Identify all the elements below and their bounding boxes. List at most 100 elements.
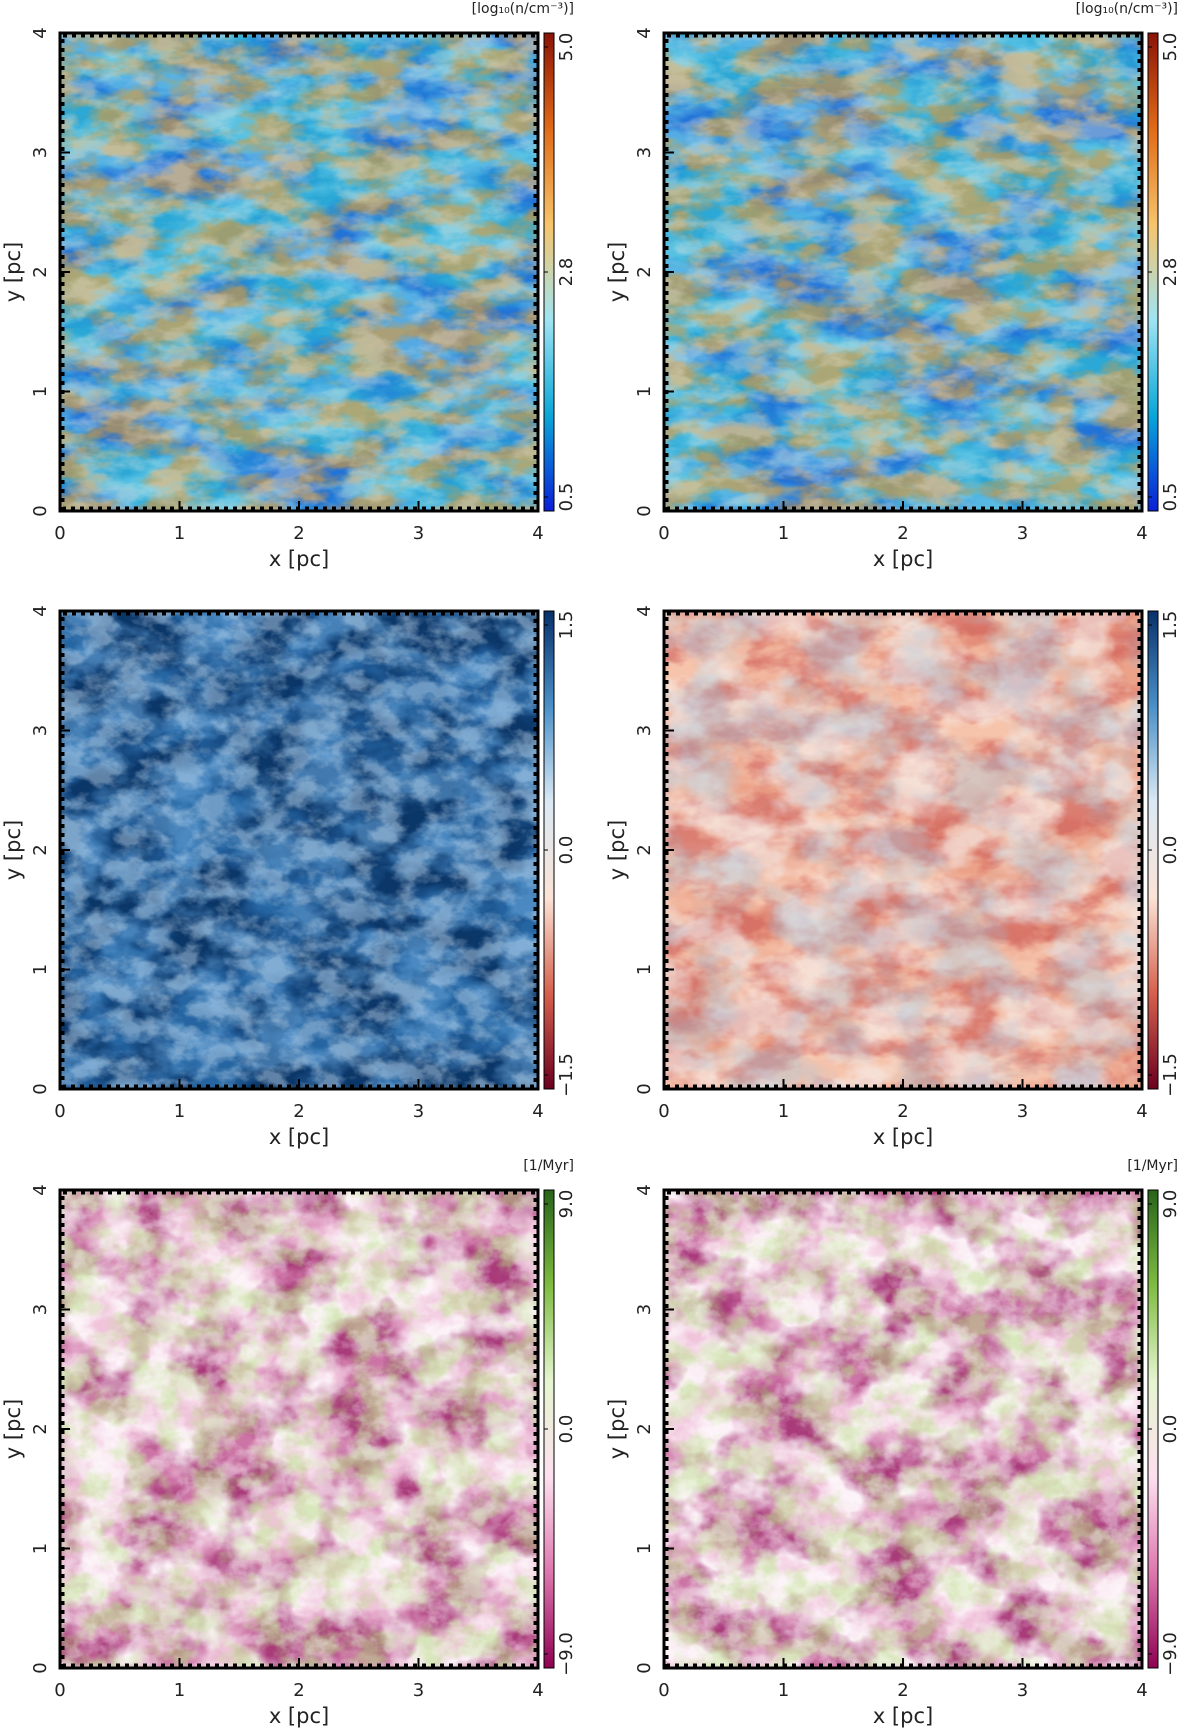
y-tick-label: 4 [30,27,51,38]
colorbar-tick-label: −9.0 [1160,1632,1181,1676]
x-tick-label: 4 [532,523,543,544]
heatmap-field [60,1190,538,1668]
x-tick-label: 3 [1017,523,1028,544]
y-tick-label: 0 [30,505,51,516]
colorbar-tick-label: 0.0 [556,1415,577,1444]
panel-density-2: 0 1 2 3 4 0 1 2 3 4 x [pc] y [pc] 5.0 2.8 0.5 [log₁₀(n/… [605,1,1181,571]
x-tick-label: 1 [778,523,789,544]
x-tick-label: 1 [174,1101,185,1122]
x-tick-label: 0 [54,1101,65,1122]
y-tick-label: 2 [634,844,655,855]
x-tick-label: 2 [293,1680,304,1701]
x-tick-label: 1 [778,1680,789,1701]
y-tick-label: 4 [30,1184,51,1195]
y-tick-label: 3 [30,725,51,736]
y-tick-label: 0 [634,1662,655,1673]
heatmap-field [664,611,1142,1089]
colorbar-tick-label: 1.5 [1160,611,1181,640]
y-axis-label: y [pc] [1,242,25,302]
colorbar-tick-label: 1.5 [556,611,577,640]
panel-rate-2: 0 1 2 3 4 0 1 2 3 4 x [pc] y [pc] 9.0 0.0 −9.0 [1/Myr] [605,1158,1181,1728]
y-tick-label: 1 [30,386,51,397]
x-tick-label: 4 [532,1101,543,1122]
x-tick-label: 4 [532,1680,543,1701]
x-tick-label: 2 [897,1101,908,1122]
x-tick-label: 0 [658,1101,669,1122]
panel-red-2: 0 1 2 3 4 0 1 2 3 4 x [pc] y [pc] 1.5 0.0 −1.5 [605,605,1181,1149]
y-tick-label: 2 [30,844,51,855]
y-tick-label: 0 [30,1083,51,1094]
y-tick-label: 4 [634,605,655,616]
colorbar-tick-label: 5.0 [1160,33,1181,62]
y-tick-label: 3 [634,1304,655,1315]
colorbar-unit: [1/Myr] [1127,1158,1178,1174]
colorbar-tick-label: 0.0 [1160,1415,1181,1444]
y-tick-label: 2 [30,1423,51,1434]
colorbar-tick-label: 0.5 [556,483,577,512]
y-tick-label: 0 [30,1662,51,1673]
y-tick-label: 0 [634,505,655,516]
x-tick-label: 0 [658,1680,669,1701]
x-tick-label: 3 [1017,1101,1028,1122]
x-tick-label: 0 [658,523,669,544]
x-tick-label: 2 [293,1101,304,1122]
y-tick-label: 2 [30,266,51,277]
x-tick-label: 1 [174,523,185,544]
x-tick-label: 3 [413,1101,424,1122]
colorbar-tick-label: 5.0 [556,33,577,62]
colorbar-tick-label: 0.0 [556,836,577,865]
colorbar-tick-label: 0.0 [1160,836,1181,865]
colorbar-tick-label: 9.0 [556,1190,577,1219]
y-tick-label: 1 [634,964,655,975]
x-axis-label: x [pc] [269,547,329,571]
y-tick-label: 2 [634,1423,655,1434]
x-axis-label: x [pc] [873,1125,933,1149]
colorbar-unit: [log₁₀(n/cm⁻³)] [1076,1,1178,17]
y-tick-label: 1 [634,1543,655,1554]
x-tick-label: 4 [1136,1101,1147,1122]
colorbar-tick-label: −1.5 [1160,1053,1181,1097]
x-tick-label: 2 [897,1680,908,1701]
x-tick-label: 1 [778,1101,789,1122]
colorbar-tick-label: 2.8 [556,258,577,287]
x-tick-label: 2 [897,523,908,544]
y-tick-label: 3 [634,725,655,736]
x-tick-label: 4 [1136,523,1147,544]
x-axis-label: x [pc] [873,1704,933,1728]
x-tick-label: 1 [174,1680,185,1701]
y-tick-label: 1 [30,1543,51,1554]
x-axis-label: x [pc] [269,1125,329,1149]
heatmap-field [60,33,538,511]
y-axis-label: y [pc] [1,820,25,880]
heatmap-field [60,611,538,1089]
y-tick-label: 3 [634,147,655,158]
y-tick-label: 3 [30,147,51,158]
x-tick-label: 0 [54,1680,65,1701]
x-axis-label: x [pc] [873,547,933,571]
panel-rate-1: 0 1 2 3 4 0 1 2 3 4 x [pc] y [pc] 9.0 0.0 −9.0 [1/Myr] [1,1158,577,1728]
panel-blue-1: 0 1 2 3 4 0 1 2 3 4 x [pc] y [pc] 1.5 0.0 −1.5 [1,605,577,1149]
y-tick-label: 2 [634,266,655,277]
y-tick-label: 4 [634,1184,655,1195]
colorbar-unit: [log₁₀(n/cm⁻³)] [472,1,574,17]
panel-density-1: 0 1 2 3 4 0 1 2 3 4 x [pc] y [pc] 5.0 2.8 0.5 [log₁₀(n/… [1,1,577,571]
heatmap-field [664,33,1142,511]
heatmap-field [664,1190,1142,1668]
x-axis-label: x [pc] [269,1704,329,1728]
y-tick-label: 4 [30,605,51,616]
y-axis-label: y [pc] [1,1399,25,1459]
y-tick-label: 1 [634,386,655,397]
x-tick-label: 2 [293,523,304,544]
x-tick-label: 0 [54,523,65,544]
y-axis-label: y [pc] [605,1399,629,1459]
x-tick-label: 3 [413,523,424,544]
colorbar-tick-label: 2.8 [1160,258,1181,287]
x-tick-label: 4 [1136,1680,1147,1701]
colorbar-tick-label: −9.0 [556,1632,577,1676]
x-tick-label: 3 [1017,1680,1028,1701]
y-axis-label: y [pc] [605,242,629,302]
colorbar-tick-label: 9.0 [1160,1190,1181,1219]
colorbar-unit: [1/Myr] [523,1158,574,1174]
y-axis-label: y [pc] [605,820,629,880]
